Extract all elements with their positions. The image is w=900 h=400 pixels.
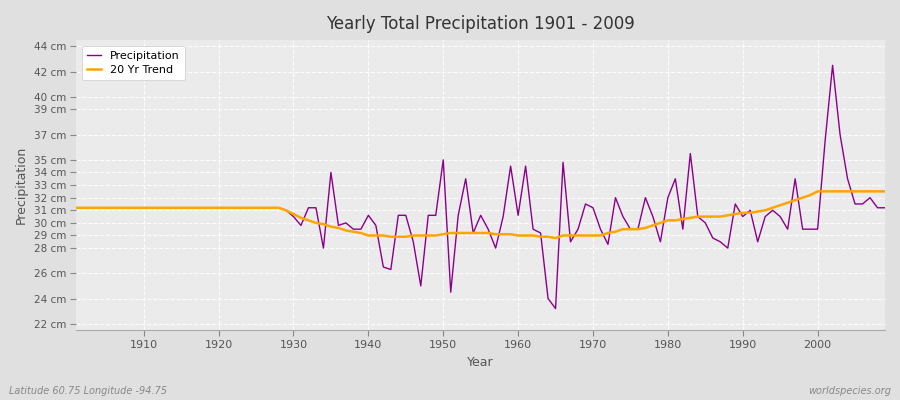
Precipitation	[295, 223, 306, 228]
Title: Yearly Total Precipitation 1901 - 2009: Yearly Total Precipitation 1901 - 2009	[327, 15, 635, 33]
20 Yr Trend	[879, 189, 890, 194]
20 Yr Trend	[295, 216, 306, 220]
Precipitation	[130, 205, 141, 210]
Precipitation	[827, 63, 838, 68]
20 Yr Trend	[505, 232, 516, 237]
Precipitation	[550, 306, 561, 311]
Y-axis label: Precipitation: Precipitation	[15, 146, 28, 224]
Text: worldspecies.org: worldspecies.org	[808, 386, 891, 396]
Legend: Precipitation, 20 Yr Trend: Precipitation, 20 Yr Trend	[82, 46, 185, 80]
Precipitation	[71, 205, 82, 210]
20 Yr Trend	[71, 205, 82, 210]
Precipitation	[505, 164, 516, 168]
20 Yr Trend	[513, 233, 524, 238]
20 Yr Trend	[340, 228, 351, 233]
20 Yr Trend	[610, 229, 621, 234]
Precipitation	[513, 213, 524, 218]
Line: 20 Yr Trend: 20 Yr Trend	[76, 191, 885, 238]
X-axis label: Year: Year	[467, 356, 494, 369]
Precipitation	[879, 205, 890, 210]
20 Yr Trend	[550, 236, 561, 240]
20 Yr Trend	[130, 205, 141, 210]
Line: Precipitation: Precipitation	[76, 65, 885, 308]
Text: Latitude 60.75 Longitude -94.75: Latitude 60.75 Longitude -94.75	[9, 386, 167, 396]
20 Yr Trend	[812, 189, 823, 194]
Precipitation	[610, 195, 621, 200]
Precipitation	[340, 220, 351, 225]
